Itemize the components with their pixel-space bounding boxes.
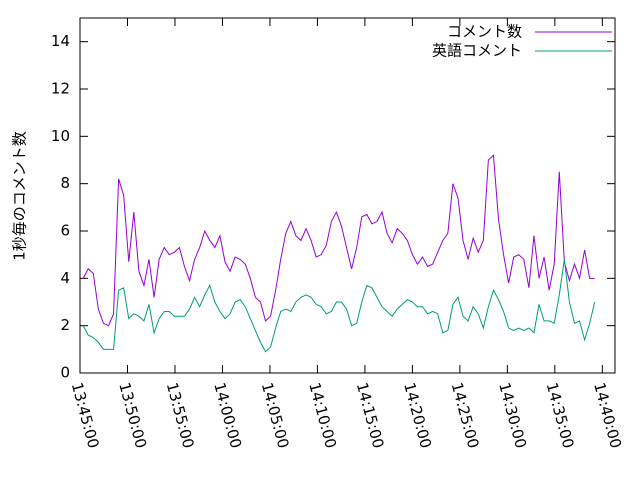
x-tick-label: 13:55:00 <box>163 381 198 451</box>
y-tick-label: 2 <box>60 316 70 334</box>
x-tick-label: 13:45:00 <box>68 381 103 451</box>
x-tick-label: 14:30:00 <box>495 381 530 451</box>
plot-frame <box>79 17 616 374</box>
x-tick-label: 13:50:00 <box>115 381 150 451</box>
y-axis-label: 1秒毎のコメント数 <box>11 131 29 261</box>
x-tick-label: 14:10:00 <box>305 381 340 451</box>
y-tick-label: 14 <box>51 32 70 50</box>
x-tick-label: 14:25:00 <box>448 381 483 451</box>
x-tick-label: 14:05:00 <box>258 381 293 451</box>
series-line <box>82 154 595 327</box>
x-tick-label: 14:00:00 <box>210 381 245 451</box>
legend-label: コメント数 <box>447 23 522 41</box>
y-tick-label: 4 <box>60 269 70 287</box>
legend-label: 英語コメント <box>432 42 522 60</box>
series-line <box>82 259 596 353</box>
x-tick-label: 14:40:00 <box>590 381 625 451</box>
x-tick-label: 14:15:00 <box>353 381 388 451</box>
y-tick-label: 0 <box>60 364 70 382</box>
x-tick-label: 14:20:00 <box>400 381 435 451</box>
x-tick-label: 14:35:00 <box>543 381 578 451</box>
y-tick-label: 6 <box>60 222 70 240</box>
y-tick-label: 10 <box>51 127 70 145</box>
y-tick-label: 12 <box>51 80 70 98</box>
y-tick-label: 8 <box>60 174 70 192</box>
